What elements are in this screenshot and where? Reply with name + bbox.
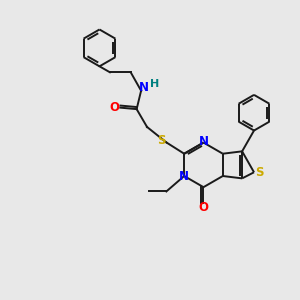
Text: O: O — [109, 101, 119, 114]
Text: O: O — [199, 202, 208, 214]
Text: H: H — [150, 79, 159, 89]
Text: N: N — [199, 135, 208, 148]
Text: N: N — [178, 170, 189, 183]
Text: S: S — [255, 166, 264, 179]
Text: S: S — [157, 134, 165, 147]
Text: N: N — [139, 81, 148, 94]
